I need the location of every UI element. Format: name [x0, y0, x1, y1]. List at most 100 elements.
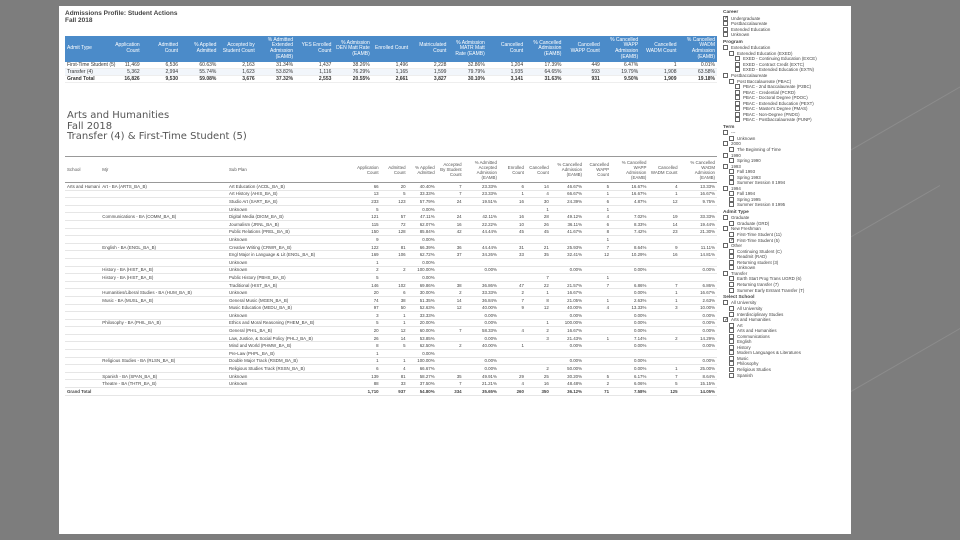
filter-option[interactable]: Extended Education: [723, 45, 847, 51]
filter-checkbox[interactable]: [723, 73, 728, 78]
filter-checkbox[interactable]: [729, 372, 734, 378]
filter-option[interactable]: Graduate: [723, 215, 847, 221]
filter-option[interactable]: History: [723, 344, 847, 351]
filter-option[interactable]: Summer Early Entrant Transfer (T): [723, 287, 847, 293]
filter-checkbox[interactable]: [735, 111, 740, 117]
filter-option[interactable]: Extended Education: [723, 26, 847, 33]
filter-option[interactable]: Arts and Humanities: [723, 317, 847, 323]
filter-checkbox[interactable]: [735, 95, 740, 101]
filter-option[interactable]: All University: [723, 306, 847, 312]
filter-option[interactable]: Undergraduate: [723, 15, 847, 21]
filter-option[interactable]: Fall 1994: [723, 191, 847, 197]
filter-checkbox[interactable]: [729, 180, 734, 186]
filter-option[interactable]: Summer Session II 1995: [723, 202, 847, 208]
filter-option[interactable]: New Freshman: [723, 226, 847, 232]
filter-checkbox[interactable]: [729, 306, 734, 311]
filter-option[interactable]: PBAC - Non-Degree (PNDG): [723, 111, 847, 118]
filter-checkbox[interactable]: [729, 265, 734, 271]
filter-checkbox[interactable]: [729, 350, 734, 356]
filter-option[interactable]: The Beginning of Time: [723, 146, 847, 153]
filter-checkbox[interactable]: [729, 158, 734, 164]
filter-checkbox[interactable]: [729, 355, 734, 361]
filter-checkbox[interactable]: [729, 202, 734, 208]
filter-option[interactable]: Transfer: [723, 270, 847, 277]
filter-checkbox[interactable]: [729, 254, 734, 260]
filter-checkbox[interactable]: [723, 185, 728, 191]
filter-option[interactable]: Interdisciplinary Studies: [723, 311, 847, 317]
filter-option[interactable]: 2000: [723, 141, 847, 147]
filter-checkbox[interactable]: [729, 50, 734, 56]
filter-checkbox[interactable]: [729, 220, 734, 226]
filter-option[interactable]: 1993: [723, 163, 847, 169]
filter-checkbox[interactable]: [729, 361, 734, 367]
filter-option[interactable]: Communications: [723, 333, 847, 339]
filter-option[interactable]: Unknown: [723, 32, 847, 38]
filter-checkbox[interactable]: [729, 169, 734, 175]
filter-checkbox[interactable]: [723, 226, 728, 232]
filter-option[interactable]: 1990: [723, 152, 847, 158]
filter-option[interactable]: Art: [723, 322, 847, 328]
filter-option[interactable]: Philosophy: [723, 361, 847, 367]
filter-option[interactable]: Unknown: [723, 135, 847, 142]
filter-option[interactable]: EXED - Contract Credit (EXTC): [723, 61, 847, 68]
filter-option[interactable]: All University: [723, 300, 847, 306]
filter-checkbox[interactable]: [729, 191, 734, 197]
filter-checkbox[interactable]: [735, 106, 740, 112]
filter-option[interactable]: Extended Education (EXED): [723, 50, 847, 57]
filter-checkbox[interactable]: [729, 248, 734, 254]
filter-checkbox[interactable]: [723, 130, 728, 136]
filter-checkbox[interactable]: [735, 84, 740, 90]
filter-checkbox[interactable]: [729, 339, 734, 345]
filter-checkbox[interactable]: [729, 367, 734, 373]
filter-checkbox[interactable]: [735, 67, 740, 73]
filter-option[interactable]: Religious Studies: [723, 367, 847, 373]
filter-checkbox[interactable]: [729, 196, 734, 202]
filter-option[interactable]: PBAC - Extended Education (PEXT): [723, 100, 847, 106]
filter-checkbox[interactable]: [723, 317, 729, 323]
filter-option[interactable]: First-Time Student (5): [723, 237, 847, 243]
filter-option[interactable]: Summer Session II 1994: [723, 180, 847, 186]
filter-checkbox[interactable]: [723, 243, 728, 249]
filter-checkbox[interactable]: [723, 21, 728, 27]
filter-checkbox[interactable]: [729, 78, 734, 84]
filter-option[interactable]: PBAC - Doctoral Degree (PDOC): [723, 95, 847, 101]
filter-checkbox[interactable]: [729, 281, 734, 287]
filter-option[interactable]: Other: [723, 243, 847, 249]
filter-checkbox[interactable]: [723, 15, 729, 21]
filter-option[interactable]: Spring 1995: [723, 196, 847, 203]
filter-option[interactable]: Earth Start Prog Trans UGRD (6): [723, 276, 847, 282]
filter-checkbox[interactable]: [729, 174, 734, 180]
filter-option[interactable]: Returning transfer (7): [723, 281, 847, 288]
filter-option[interactable]: 1994: [723, 185, 847, 192]
filter-option[interactable]: Postbaccalaureate: [723, 21, 847, 27]
filter-option[interactable]: Post Baccalaureate (PBAC): [723, 78, 847, 84]
filter-checkbox[interactable]: [729, 287, 734, 293]
filter-checkbox[interactable]: [729, 322, 734, 328]
filter-option[interactable]: PBAC - Postbaccalaureate (PUNP): [723, 117, 847, 123]
filter-checkbox[interactable]: [729, 237, 735, 243]
filter-option[interactable]: ---: [723, 130, 847, 136]
filter-checkbox[interactable]: [735, 89, 740, 95]
filter-option[interactable]: PBAC - 2nd Baccalaureate (P2BC): [723, 84, 847, 90]
filter-checkbox[interactable]: [729, 311, 734, 317]
filter-option[interactable]: Fall 1993: [723, 169, 847, 175]
filter-option[interactable]: Postbaccalaureate: [723, 73, 847, 79]
filter-checkbox[interactable]: [723, 300, 728, 306]
filter-option[interactable]: Continuing Student (C): [723, 248, 847, 254]
filter-checkbox[interactable]: [735, 117, 740, 123]
filter-checkbox[interactable]: [729, 333, 734, 339]
filter-checkbox[interactable]: [723, 32, 728, 38]
filter-option[interactable]: Returning student (3): [723, 259, 847, 266]
filter-checkbox[interactable]: [729, 146, 734, 152]
filter-option[interactable]: Modern Languages & Literatures: [723, 350, 847, 356]
filter-checkbox[interactable]: [729, 276, 734, 282]
filter-option[interactable]: Arts and Humanities: [723, 328, 847, 334]
filter-checkbox[interactable]: [729, 135, 734, 141]
filter-checkbox[interactable]: [723, 163, 728, 169]
filter-option[interactable]: Spring 1993: [723, 174, 847, 180]
filter-option[interactable]: EXED - Continuing Education (EXCE): [723, 56, 847, 62]
filter-option[interactable]: Readmit (RAD): [723, 254, 847, 260]
filter-checkbox[interactable]: [735, 61, 740, 67]
filter-checkbox[interactable]: [723, 45, 728, 51]
filter-checkbox[interactable]: [723, 26, 728, 32]
